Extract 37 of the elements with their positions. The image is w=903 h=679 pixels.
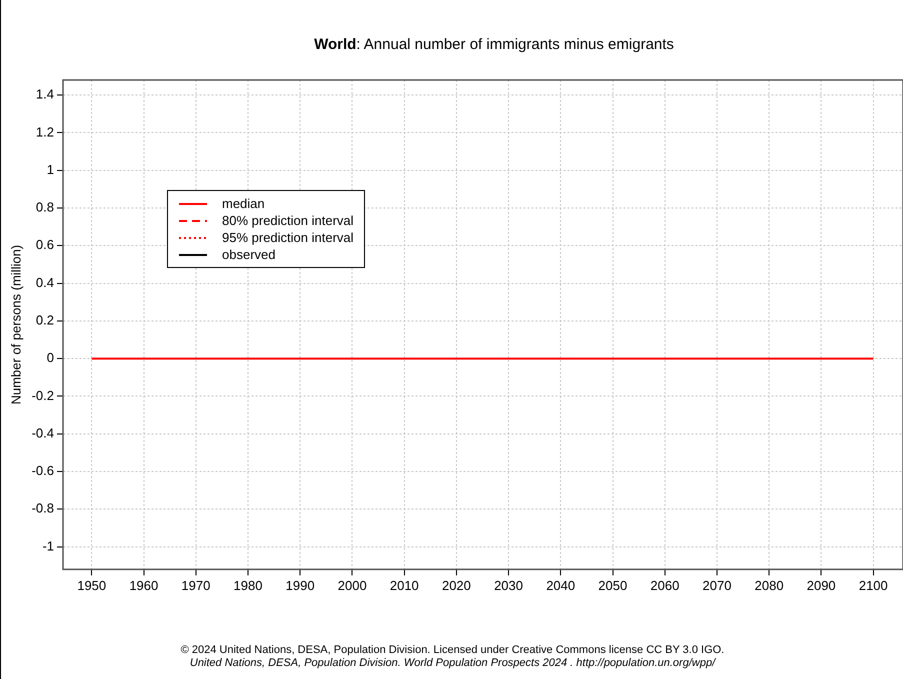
y-axis-title: Number of persons (million) [8,244,24,405]
legend-label: 95% prediction interval [222,230,354,245]
x-tick-label: 2060 [650,578,680,593]
y-tick-label: 1.2 [36,124,54,140]
x-tick-label: 2010 [390,578,419,593]
text: © 2024 United Nations, DESA, Population Division. Licensed under Creative Commons license CC BY 3.0 IGO. [180,644,726,657]
y-tick-label: 0.2 [36,312,54,328]
y-tick-label: -0.4 [32,425,54,440]
y-tick-label: -1 [42,538,54,554]
x-tick-label: 1980 [234,578,262,593]
x-tick-label: 2070 [702,578,732,593]
x-tick-label: 2050 [598,578,628,593]
x-tick-label: 2030 [494,578,523,593]
y-tick-label: -0.2 [32,388,54,403]
y-tick-label: 1.4 [36,86,54,102]
y-tick-label: 0.8 [36,200,54,215]
text: United Nations, DESA, Population Division. World Population Prospects 2024 . http://population.un.org/wpp/ [188,657,717,670]
y-tick-label: -0.6 [32,463,54,478]
legend-label: 80% prediction interval [222,213,354,228]
y-tick-label: -0.8 [32,500,54,516]
x-tick-label: 1950 [77,578,106,593]
y-tick-label: 0.4 [36,274,54,290]
x-tick-label: 1990 [286,578,315,593]
x-tick-label: 2020 [442,578,471,593]
y-tick-label: 0 [46,350,54,366]
x-tick-label: 2040 [546,578,576,593]
x-tick-label: 2090 [806,578,836,593]
x-tick-label: 2000 [338,578,367,593]
x-tick-label: 2080 [754,578,784,593]
legend-label: median [222,196,265,211]
y-tick-label: 1 [46,162,54,177]
x-tick-label: 2100 [858,578,888,593]
legend-label: observed [222,247,276,262]
chart-title: World: Annual number of immigrants minus emigrants [313,36,675,53]
x-tick-label: 1970 [181,578,210,593]
y-tick-label: 0.6 [36,237,54,252]
x-tick-label: 1960 [129,578,158,593]
